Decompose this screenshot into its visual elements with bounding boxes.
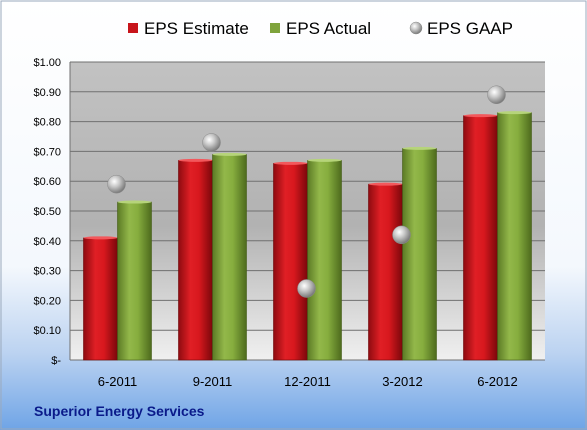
marker-eps-gaap [487, 85, 506, 105]
legend-swatch [128, 23, 138, 33]
bar-eps-estimate [178, 160, 213, 361]
bar-eps-estimate [463, 115, 498, 361]
y-tick-label: $0.40 [33, 236, 61, 248]
bar-eps-actual [307, 160, 342, 361]
x-tick-label: 6-2011 [98, 374, 138, 389]
y-tick-label: $- [51, 355, 61, 367]
x-axis-ticks: 6-2011 9-2011 12-2011 3-2012 6-2012 [98, 374, 518, 389]
bar-top-highlight [402, 146, 437, 150]
bar-eps-actual [212, 154, 247, 361]
bar-eps-actual [117, 201, 152, 361]
legend-label: EPS Estimate [144, 19, 249, 38]
y-axis-ticks: $- $0.10 $0.20 $0.30 $0.40 $0.50 $0.60 $0.70 $0.… [33, 57, 61, 367]
x-tick-label: 9-2011 [193, 374, 233, 389]
y-tick-label: $0.10 [33, 325, 61, 337]
company-name: Superior Energy Services [34, 403, 205, 419]
marker-eps-gaap [297, 279, 316, 298]
bar-top-highlight [273, 161, 308, 165]
y-tick-label: $0.50 [33, 206, 61, 218]
bar-eps-actual [497, 112, 532, 361]
y-tick-label: $0.90 [33, 87, 61, 99]
bar-top-highlight [497, 111, 532, 115]
bar-top-highlight [307, 158, 342, 162]
bar-top-highlight [83, 236, 118, 240]
bar-eps-estimate [83, 237, 118, 361]
bar-top-highlight [212, 152, 247, 156]
bar-top-highlight [117, 200, 152, 204]
y-tick-label: $0.70 [33, 146, 61, 158]
marker-eps-gaap [202, 133, 221, 152]
legend-label: EPS Actual [286, 19, 371, 38]
x-tick-label: 12-2011 [284, 374, 331, 389]
gaap-markers [107, 85, 506, 298]
legend: EPS Estimate EPS Actual EPS GAAP [128, 19, 513, 38]
x-tick-label: 6-2012 [477, 374, 517, 389]
y-tick-label: $0.60 [33, 176, 61, 188]
bar-eps-estimate [273, 163, 308, 361]
bar-eps-actual [402, 148, 437, 361]
y-tick-label: $1.00 [33, 57, 61, 69]
bar-top-highlight [368, 182, 403, 186]
y-tick-label: $0.80 [33, 117, 61, 129]
bars [83, 111, 532, 361]
legend-swatch [409, 21, 423, 35]
legend-swatch [270, 23, 280, 33]
bar-top-highlight [178, 158, 213, 162]
marker-eps-gaap [107, 174, 126, 194]
bar-eps-estimate [368, 183, 403, 361]
y-tick-label: $0.20 [33, 295, 61, 307]
x-tick-label: 3-2012 [382, 374, 422, 389]
bar-top-highlight [463, 114, 498, 118]
y-tick-label: $0.30 [33, 266, 61, 278]
marker-eps-gaap [392, 225, 411, 245]
legend-label: EPS GAAP [427, 19, 513, 38]
